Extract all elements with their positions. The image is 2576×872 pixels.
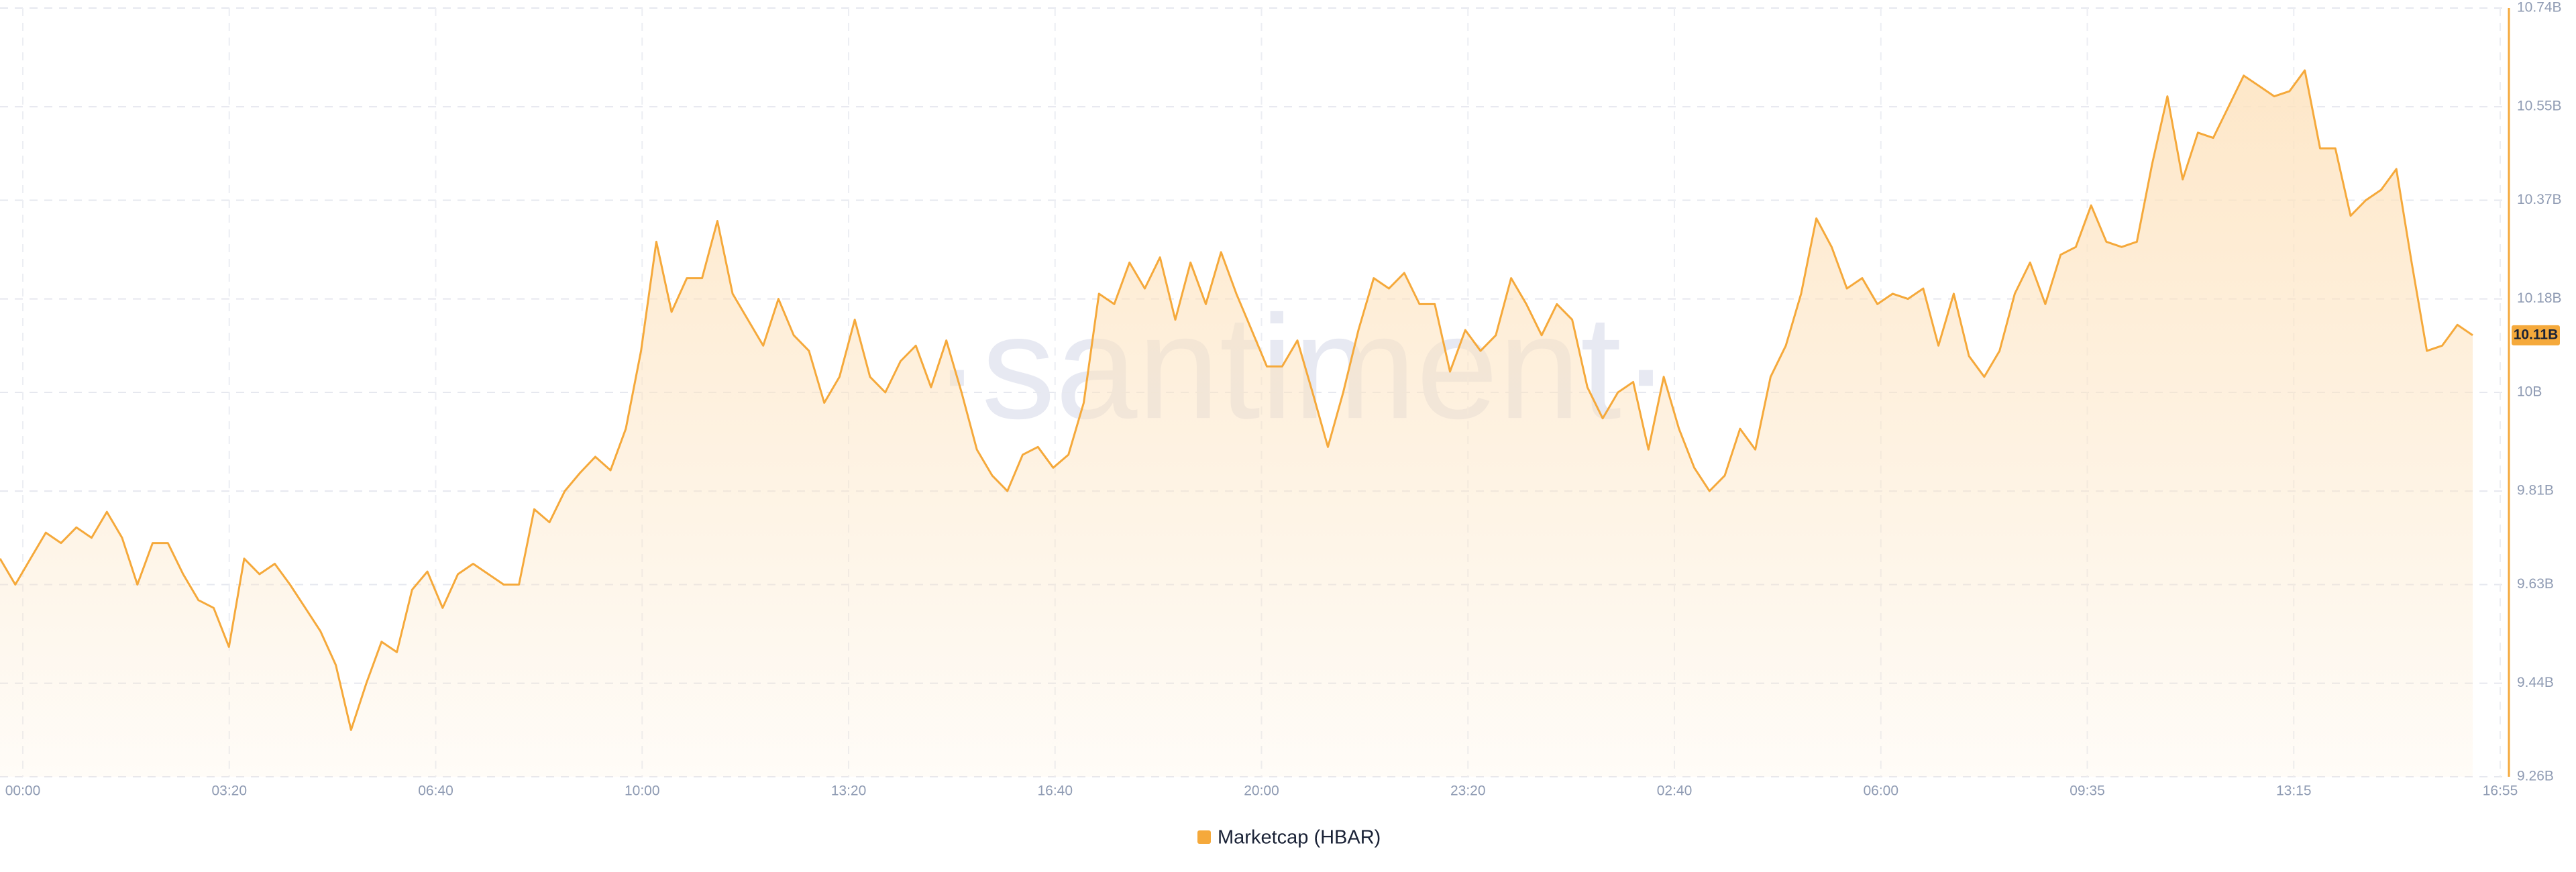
y-tick-label: 10.55B xyxy=(2517,99,2562,114)
y-tick-label: 10B xyxy=(2517,384,2542,400)
y-tick-label: 9.81B xyxy=(2517,483,2554,498)
area xyxy=(0,70,2473,777)
y-tick-label: 10.37B xyxy=(2517,192,2562,207)
x-tick-label: 00:00 xyxy=(5,783,41,799)
legend-swatch xyxy=(1197,830,1211,844)
x-tick-label: 06:00 xyxy=(1863,783,1898,799)
x-tick-label: 02:40 xyxy=(1657,783,1693,799)
y-tick-label: 9.63B xyxy=(2517,576,2554,592)
x-tick-label: 23:20 xyxy=(1450,783,1486,799)
x-tick-label: 10:00 xyxy=(625,783,660,799)
x-tick-label: 16:40 xyxy=(1037,783,1073,799)
x-tick-label: 13:20 xyxy=(831,783,867,799)
y-tick-label: 9.26B xyxy=(2517,769,2554,784)
y-tick-label: 10.74B xyxy=(2517,0,2562,15)
x-tick-label: 13:15 xyxy=(2276,783,2312,799)
y-tick-label: 10.18B xyxy=(2517,290,2562,306)
last-value-badge xyxy=(2512,325,2560,345)
legend-label: Marketcap (HBAR) xyxy=(1218,827,1381,849)
x-tick-label: 03:20 xyxy=(211,783,247,799)
line xyxy=(0,69,2473,731)
x-tick-label: 16:55 xyxy=(2483,783,2518,799)
x-tick-label: 06:40 xyxy=(418,783,453,799)
y-tick-label: 9.44B xyxy=(2517,675,2554,690)
x-tick-label: 09:35 xyxy=(2070,783,2105,799)
last-value-label: 10.11B xyxy=(2514,327,2559,342)
x-tick-label: 20:00 xyxy=(1244,783,1279,799)
